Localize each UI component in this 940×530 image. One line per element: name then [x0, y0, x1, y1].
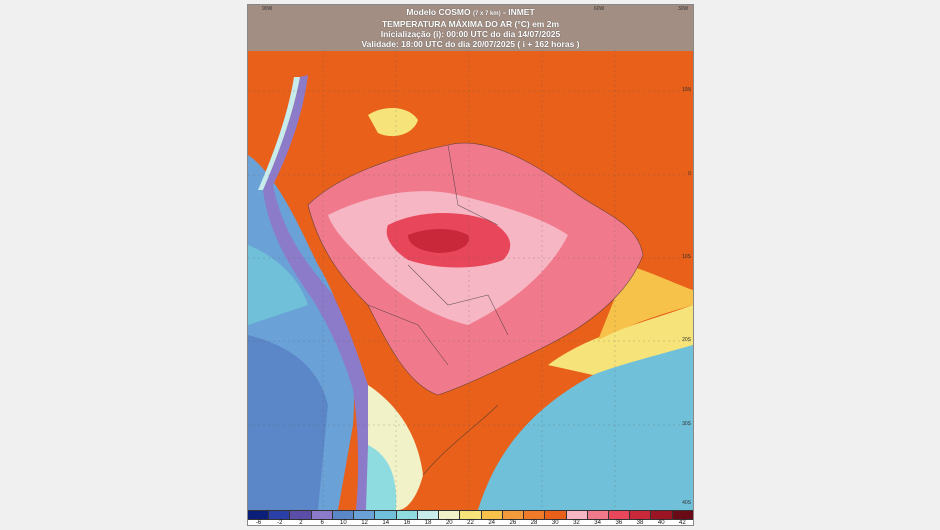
map-header: Modelo COSMO (7 x 7 km) - INMET TEMPERAT… [248, 5, 693, 51]
colorbar-swatch [524, 511, 546, 519]
colorbar-label: 10 [340, 520, 347, 526]
header-line-3: Inicialização (i): 00:00 UTC do dia 14/0… [380, 29, 561, 39]
colorbar-label: 30 [551, 520, 559, 526]
colorbar-swatch [290, 511, 312, 519]
colorbar-swatch [417, 511, 440, 519]
header-line-1: Modelo COSMO (7 x 7 km) - INMET [248, 7, 693, 19]
colorbar-label: 22 [467, 520, 474, 526]
atlantic-yellow-band [548, 305, 693, 375]
colorbar-label: 14 [382, 520, 390, 526]
temperature-colorbar: -6 -2 2 6 10 12 14 16 18 20 22 24 26 28 30 32 34 36 38 40 42 [248, 510, 693, 526]
patagonia-teal [366, 445, 397, 510]
latitude-label: 30S [682, 421, 691, 427]
header-line-2: TEMPERATURA MÁXIMA DO AR (°C) em 2m [381, 19, 560, 29]
colorbar-label: 32 [573, 520, 580, 526]
colorbar-swatch [651, 511, 673, 519]
colorbar-swatch [502, 511, 525, 519]
colorbar-label: 42 [679, 520, 686, 526]
colorbar-label: 26 [509, 520, 517, 526]
colorbar-swatch [439, 511, 461, 519]
colorbar-swatch [332, 511, 355, 519]
map-canvas [248, 5, 693, 510]
pacific-north-teal [248, 245, 308, 325]
colorbar-swatch [354, 511, 376, 519]
colorbar-label: 40 [657, 520, 665, 526]
latitude-label: 20S [682, 337, 691, 343]
colorbar-swatch [248, 511, 270, 519]
colorbar-label: 16 [403, 520, 411, 526]
colorbar-swatch [566, 511, 588, 519]
latitude-label: 40S [682, 500, 691, 506]
colorbar-label: 38 [636, 520, 644, 526]
longitude-label: 30W [678, 6, 689, 12]
colorbar-swatch [311, 511, 333, 519]
model-source: - INMET [503, 7, 535, 17]
country-borders [307, 142, 644, 476]
colorbar-label: -2 [277, 520, 283, 526]
colorbar-label: 34 [594, 520, 601, 526]
colorbar-swatch [269, 511, 291, 519]
graticule [248, 5, 693, 510]
latitude-label: 10N [681, 87, 691, 93]
colorbar-swatch [672, 511, 693, 519]
longitude-label: 60W [594, 6, 605, 12]
colorbar-label: 2 [299, 520, 303, 526]
temperature-map: Modelo COSMO (7 x 7 km) - INMET TEMPERAT… [248, 5, 693, 510]
colorbar-swatch [375, 511, 397, 519]
atlantic-south-cool [478, 345, 693, 510]
colorbar-swatch [587, 511, 609, 519]
colorbar-swatch [460, 511, 482, 519]
continent-hotspot [408, 229, 469, 253]
colorbar-label: 20 [445, 520, 453, 526]
colorbar-label: -6 [255, 520, 262, 526]
colorbar-swatch [396, 511, 418, 519]
caribbean-hot [368, 108, 418, 137]
forecast-figure: Modelo COSMO (7 x 7 km) - INMET TEMPERAT… [247, 4, 694, 526]
andes-cold-strip [263, 75, 372, 510]
latitude-label: 10S [682, 254, 691, 260]
colorbar-label: 12 [361, 520, 368, 526]
model-resolution: (7 x 7 km) [472, 11, 501, 17]
colorbar-label: 18 [424, 520, 432, 526]
colorbar-swatch [608, 511, 631, 519]
longitude-label: 90W [262, 6, 273, 12]
colorbar-swatch [481, 511, 503, 519]
colorbar-label: 28 [530, 520, 538, 526]
latitude-label: 0 [688, 171, 691, 177]
colorbar-label: 24 [488, 520, 496, 526]
andes-teal-fringe [258, 77, 300, 190]
model-name: Modelo COSMO [406, 7, 471, 17]
colorbar-swatch [545, 511, 567, 519]
colorbar-swatches [248, 510, 693, 520]
colorbar-swatch [630, 511, 652, 519]
colorbar-label: 6 [320, 520, 324, 526]
pacific-south-region [248, 335, 328, 510]
colorbar-label: 36 [615, 520, 623, 526]
header-line-4: Validade: 18:00 UTC do dia 20/07/2025 ( … [361, 39, 580, 49]
colorbar-labels: -6 -2 2 6 10 12 14 16 18 20 22 24 26 28 30 32 34 36 38 40 42 [248, 520, 693, 528]
